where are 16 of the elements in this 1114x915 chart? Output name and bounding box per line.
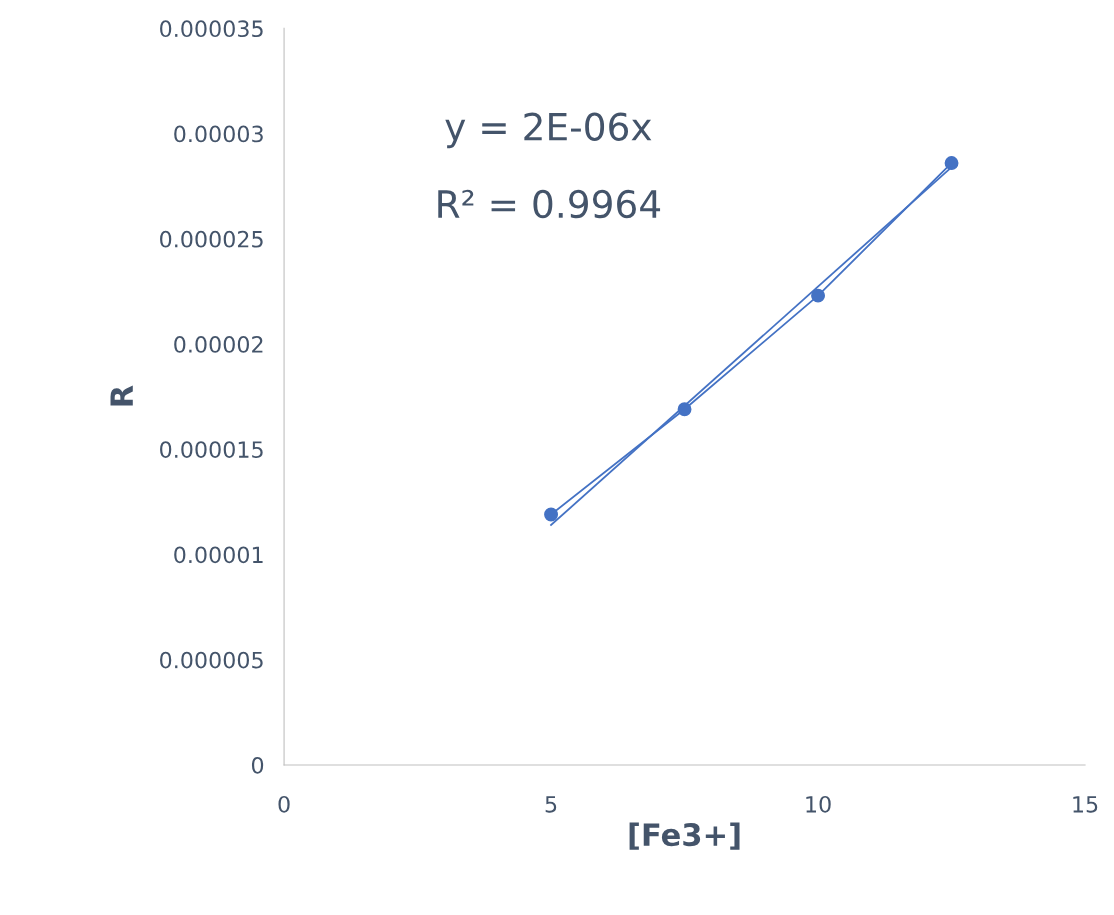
x-axis-title: [Fe3+] bbox=[629, 822, 740, 850]
x-tick-label: 5 bbox=[545, 796, 557, 813]
y-tick-label: 0 bbox=[251, 756, 264, 774]
y-tick-label: 0.00002 bbox=[174, 335, 263, 353]
y-tick-label: 0.000025 bbox=[160, 230, 263, 248]
annotation: y = 2E-06x bbox=[445, 112, 652, 149]
y-tick-label: 0.000005 bbox=[160, 651, 263, 669]
y-tick-label: 0.00001 bbox=[174, 546, 263, 564]
y-axis-title: R bbox=[110, 385, 133, 406]
y-tick-label: 0.000015 bbox=[160, 441, 263, 459]
x-tick-label: 0 bbox=[278, 795, 290, 813]
x-tick-label: 15 bbox=[1073, 796, 1098, 813]
y-tick-label: 0.000035 bbox=[160, 20, 263, 38]
annotation: R² = 0.9964 bbox=[438, 189, 661, 219]
x-tick-label: 10 bbox=[806, 795, 831, 813]
y-tick-label: 0.00003 bbox=[174, 125, 263, 143]
